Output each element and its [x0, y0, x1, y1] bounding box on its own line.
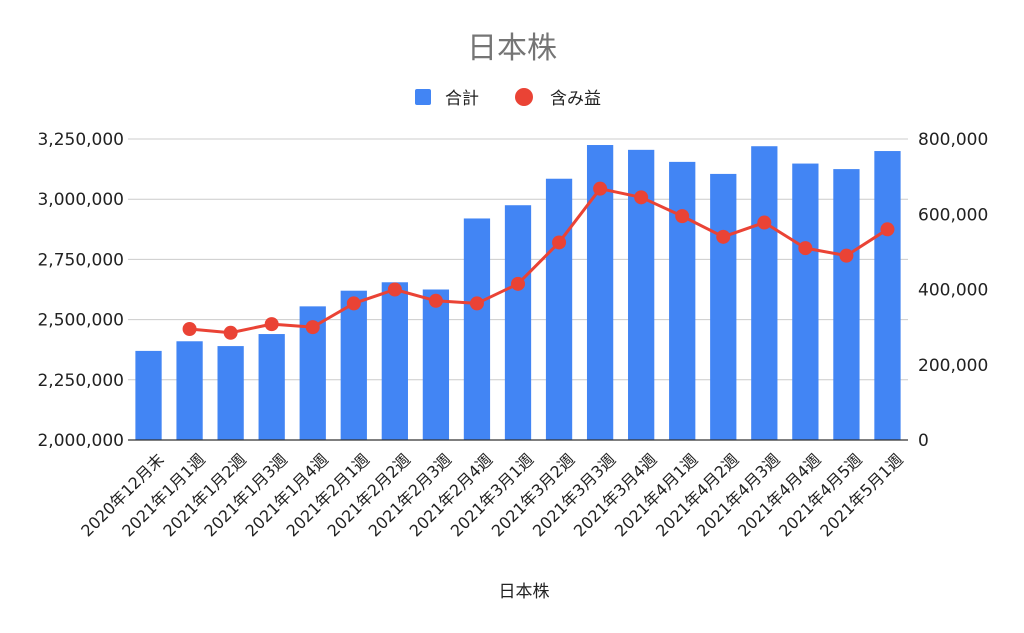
line-point — [264, 317, 279, 332]
y-left-tick-label: 2,750,000 — [37, 250, 124, 270]
line-point — [757, 215, 772, 230]
line-point — [552, 235, 567, 250]
bar-series — [135, 145, 901, 441]
y-left-tick-label: 3,250,000 — [37, 130, 124, 150]
bar — [751, 146, 778, 440]
bar — [217, 346, 244, 440]
bar — [669, 161, 696, 440]
line-point — [511, 276, 525, 291]
y-right-tick-label: 200,000 — [918, 356, 988, 376]
y-right-tick-label: 400,000 — [918, 281, 988, 301]
bar — [833, 169, 860, 440]
line-point — [387, 282, 402, 297]
y-left-tick-label: 2,250,000 — [37, 371, 124, 391]
x-axis: 2020年12月末2021年1月1週2021年1月2週2021年1月3週2021… — [77, 450, 907, 541]
y-left-tick-label: 2,000,000 — [37, 431, 124, 451]
y-axis-right: 0 200,000 400,000 600,000 800,000 — [918, 130, 988, 451]
line-point — [593, 181, 608, 196]
line-point — [469, 296, 484, 311]
bar — [176, 341, 203, 440]
line-point — [223, 325, 238, 340]
bar — [422, 289, 450, 440]
legend-swatch-total — [415, 89, 431, 105]
line-point — [798, 241, 813, 256]
bar — [381, 282, 408, 440]
line-point — [880, 222, 895, 237]
bar — [135, 350, 162, 440]
line-path — [189, 187, 889, 335]
y-left-tick-label: 2,500,000 — [37, 311, 124, 331]
line-point — [839, 248, 854, 263]
bar — [792, 163, 819, 441]
legend-swatch-unrealized-gain — [515, 88, 533, 106]
legend: 合計 含み益 — [415, 88, 601, 109]
bar — [258, 334, 285, 440]
y-left-tick-label: 3,000,000 — [37, 190, 124, 210]
line-point — [675, 209, 690, 224]
legend-label-total: 合計 — [445, 89, 479, 109]
y-right-tick-label: 0 — [918, 431, 929, 451]
line-point — [346, 296, 361, 311]
bar — [874, 151, 901, 441]
bar — [504, 205, 532, 440]
line-point — [428, 293, 443, 308]
line-point — [716, 229, 731, 244]
line-point — [634, 190, 649, 205]
y-right-tick-label: 600,000 — [918, 205, 988, 225]
y-right-tick-label: 800,000 — [918, 130, 988, 150]
bar — [710, 173, 737, 440]
x-axis-title: 日本株 — [499, 582, 550, 602]
bar — [463, 218, 491, 440]
chart-title: 日本株 — [467, 31, 557, 66]
legend-label-unrealized-gain: 含み益 — [550, 89, 601, 109]
line-point — [182, 322, 197, 337]
line-point — [305, 320, 320, 335]
y-axis-left: 2,000,000 2,250,000 2,500,000 2,750,000 3,00… — [37, 130, 124, 451]
line-series — [182, 181, 895, 340]
bar — [545, 178, 573, 440]
bar — [340, 290, 367, 440]
